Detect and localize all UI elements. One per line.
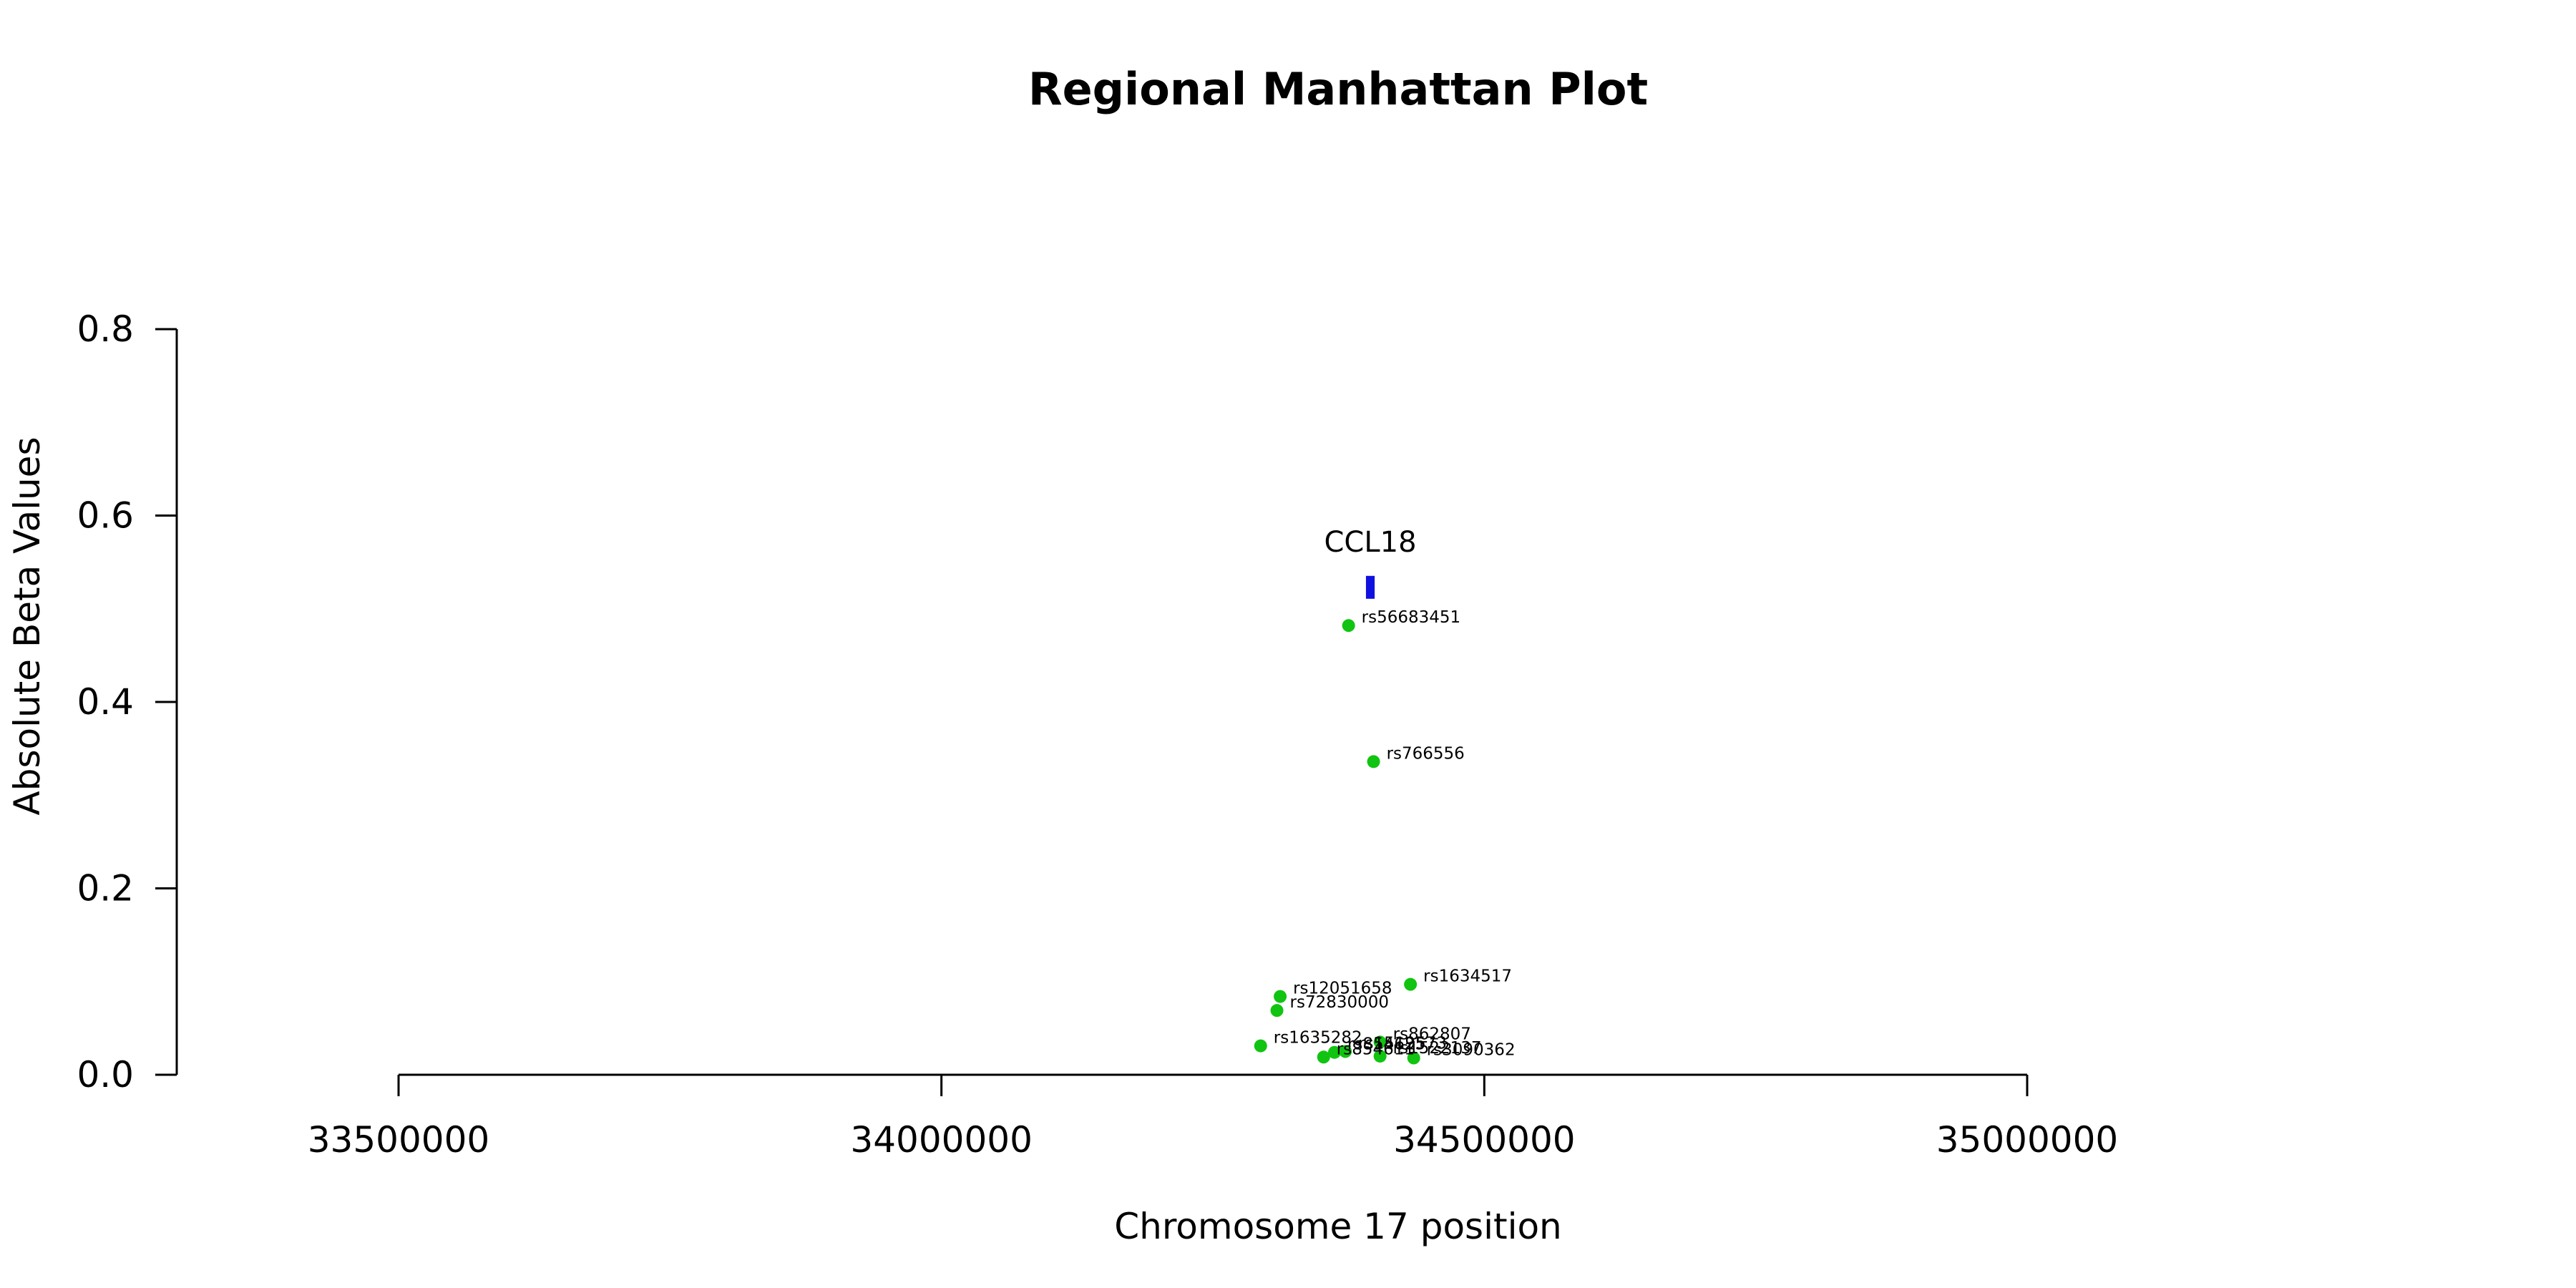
point-label: rs766556: [1387, 744, 1465, 763]
x-tick-label: 34000000: [850, 1119, 1033, 1161]
x-axis-label: Chromosome 17 position: [1114, 1206, 1562, 1247]
data-point: [1367, 755, 1380, 769]
axes: 0.0 0.2 0.4 0.6 0.8 33500000 34000000 34500000 3…: [77, 308, 2118, 1161]
y-tick-label: 0.2: [77, 868, 134, 909]
gene-label: CCL18: [1324, 526, 1416, 559]
data-point: [1373, 1049, 1387, 1063]
x-tick-label: 35000000: [1936, 1119, 2119, 1161]
data-point: [1254, 1039, 1267, 1053]
data-point: [1407, 1051, 1420, 1065]
data-point: [1404, 977, 1418, 991]
gene-bar: [1365, 575, 1375, 599]
point-label: rs1634517: [1423, 967, 1512, 986]
point-label: rs862807: [1393, 1025, 1471, 1043]
y-tick-label: 0.8: [77, 308, 134, 350]
data-point: [1327, 1045, 1341, 1059]
y-tick-label: 0.0: [77, 1054, 134, 1096]
data-point: [1342, 619, 1355, 633]
data-point: [1373, 1035, 1387, 1049]
y-tick-label: 0.4: [77, 681, 134, 723]
point-label: rs854625: [1347, 1035, 1425, 1054]
point-label: rs3090362: [1427, 1041, 1516, 1060]
data-point: [1270, 1004, 1284, 1018]
point-label: rs56683451: [1362, 608, 1461, 627]
point-label: rs854611: [1337, 1040, 1415, 1058]
point-label: rs1635282: [1274, 1029, 1362, 1048]
data-point: [1339, 1045, 1352, 1058]
y-axis-label: Absolute Beta Values: [6, 437, 48, 816]
point-label: rs72830000: [1290, 993, 1390, 1012]
data-point: [1274, 990, 1287, 1003]
chart-title: Regional Manhattan Plot: [1028, 63, 1648, 115]
point-label: rs12051658: [1293, 980, 1392, 998]
y-tick-label: 0.6: [77, 495, 134, 537]
gene-layer: CCL18: [1324, 526, 1417, 599]
data-point: [1317, 1050, 1330, 1064]
x-tick-label: 33500000: [308, 1119, 490, 1161]
x-tick-label: 34500000: [1393, 1119, 1576, 1161]
points-layer: [1254, 619, 1420, 1065]
point-label: rs1522137: [1393, 1039, 1482, 1058]
labels-layer: rs56683451 rs766556 rs1634517 rs12051658rs7…: [1274, 608, 1516, 1059]
point-label: rs1519573: [1358, 1034, 1447, 1053]
